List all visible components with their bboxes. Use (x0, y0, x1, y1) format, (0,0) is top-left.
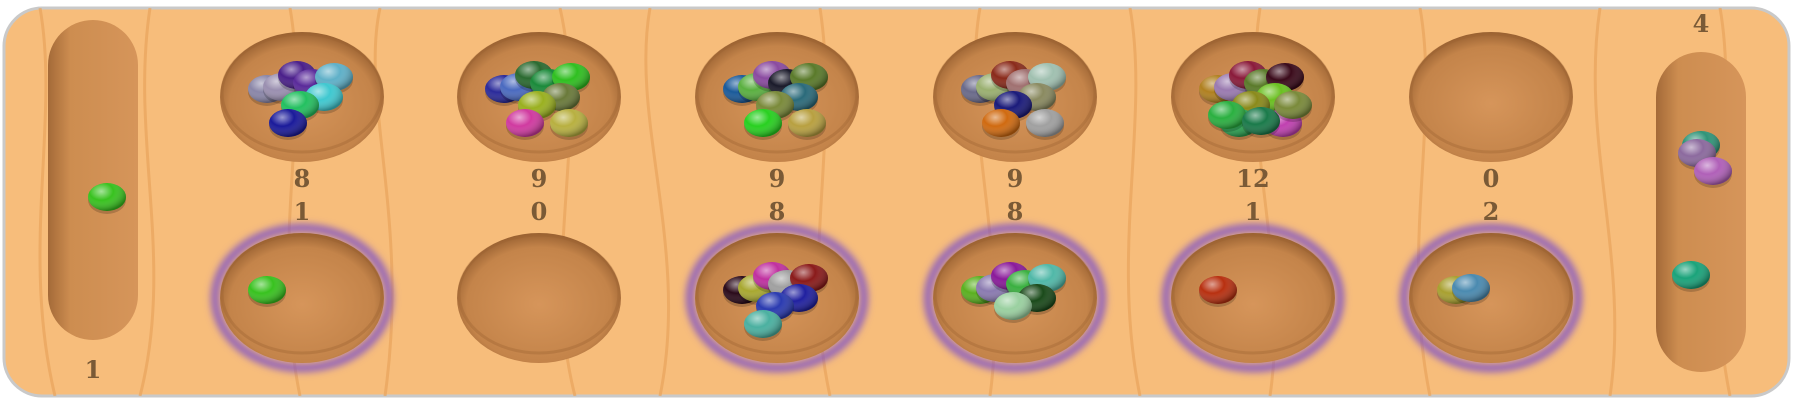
top-pit-6-count: 0 (1482, 164, 1500, 193)
top-pit-3-stone (744, 109, 782, 140)
bottom-pit-4-count: 8 (1006, 197, 1024, 226)
top-pit-4-stone (982, 109, 1020, 140)
bottom-pit-6-stone (1452, 274, 1490, 305)
top-pit-5 (1171, 32, 1335, 162)
bottom-pit-3-stone (790, 264, 828, 295)
bottom-pit-1-stone (248, 276, 286, 307)
bottom-pit-4[interactable] (924, 224, 1106, 372)
right-store-stone (1672, 261, 1710, 292)
bottom-pit-5-stone (1199, 276, 1237, 307)
left-store-count: 1 (84, 355, 102, 384)
top-pit-2-stone (550, 109, 588, 140)
top-pit-5-stone (1208, 101, 1246, 132)
right-store (1656, 52, 1746, 372)
top-pit-5-stone (1274, 91, 1312, 122)
top-pit-3 (695, 32, 859, 162)
bottom-pit-1-count: 1 (293, 197, 311, 226)
bottom-pit-6[interactable] (1400, 224, 1582, 372)
bottom-pit-6-count: 2 (1482, 197, 1500, 226)
right-store-count: 4 (1692, 9, 1710, 38)
top-pit-1-count: 8 (293, 164, 311, 193)
bottom-pit-2-count: 0 (530, 197, 548, 226)
right-store-stone (1694, 157, 1732, 188)
pit-highlight (1400, 224, 1582, 372)
pit-highlight (924, 224, 1106, 372)
pit-highlight (1162, 224, 1344, 372)
top-pit-5-stone (1242, 107, 1280, 138)
left-store-stone (88, 183, 126, 214)
bottom-pit-1[interactable] (211, 224, 393, 372)
pit-highlight (211, 224, 393, 372)
bottom-pit-4-stone (994, 292, 1032, 323)
bottom-pit-3-count: 8 (768, 197, 786, 226)
top-pit-2 (457, 32, 621, 162)
top-pit-3-stone (788, 109, 826, 140)
top-pit-4-count: 9 (1006, 164, 1024, 193)
bottom-pit-3[interactable] (686, 224, 868, 372)
pit-highlight (686, 224, 868, 372)
bottom-pit-2 (457, 233, 621, 363)
top-pit-5-count: 12 (1236, 164, 1270, 193)
left-store (48, 20, 138, 340)
bottom-pit-5[interactable] (1162, 224, 1344, 372)
bottom-pit-5-count: 1 (1244, 197, 1262, 226)
top-pit-3-count: 9 (768, 164, 786, 193)
top-pit-1-stone (269, 109, 307, 140)
top-pit-2-stone (506, 109, 544, 140)
top-pit-4-stone (1026, 109, 1064, 140)
top-pit-2-count: 9 (530, 164, 548, 193)
top-pit-6 (1409, 32, 1573, 162)
bottom-pit-3-stone (744, 310, 782, 341)
top-pit-1 (220, 32, 384, 162)
top-pit-4 (933, 32, 1097, 162)
